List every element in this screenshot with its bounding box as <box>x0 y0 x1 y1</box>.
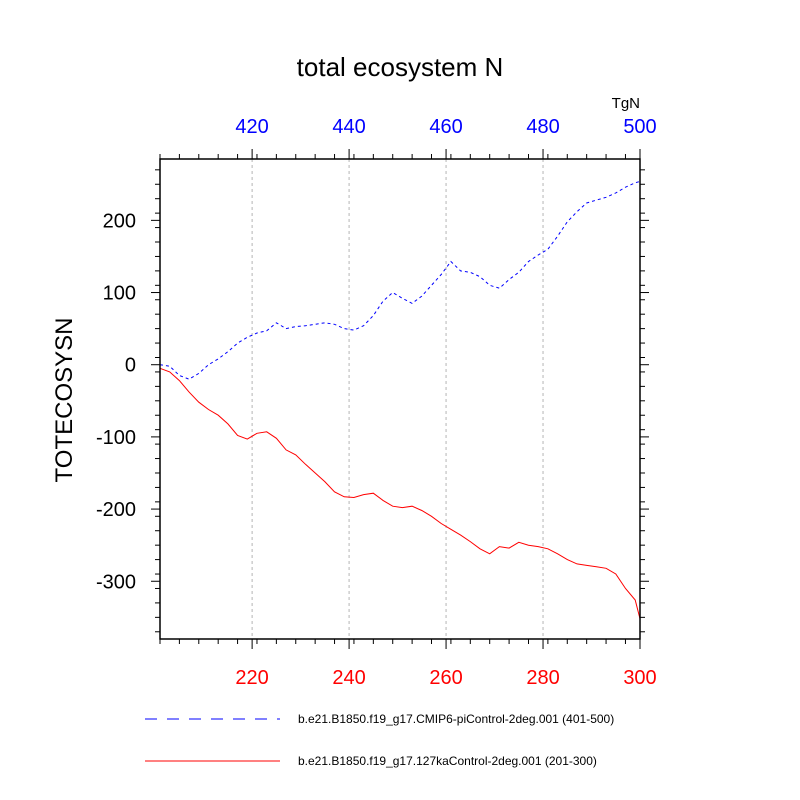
x-bottom-tick-label: 280 <box>526 667 559 689</box>
axis-ticks: 200 100 0 -100 -200 -300 220 240 260 280 300 420 440… <box>96 116 657 689</box>
x-bottom-tick-label: 260 <box>429 667 462 689</box>
y-axis-label: TOTECOSYSN <box>51 318 78 483</box>
y-tick-label: -100 <box>96 427 136 449</box>
x-top-tick-label: 460 <box>429 116 462 138</box>
x-bottom-tick-label: 220 <box>235 667 268 689</box>
x-top-tick-label: 440 <box>332 116 365 138</box>
series-line-1 <box>159 180 641 380</box>
legend-label-2: b.e21.B1850.f19_g17.127kaControl-2deg.00… <box>298 754 597 768</box>
x-bottom-tick-label: 240 <box>332 667 365 689</box>
chart-title: total ecosystem N <box>297 52 504 82</box>
y-tick-label: -300 <box>96 571 136 593</box>
y-tick-label: 200 <box>103 210 136 232</box>
units-label: TgN <box>612 95 640 112</box>
plot-frame <box>159 158 641 640</box>
y-tick-label: -200 <box>96 499 136 521</box>
grid-lines <box>251 159 544 639</box>
series-line-2 <box>159 367 641 619</box>
x-top-tick-label: 480 <box>526 116 559 138</box>
plot-series <box>159 180 641 619</box>
y-tick-label: 100 <box>103 283 136 305</box>
x-bottom-tick-label: 300 <box>623 667 656 689</box>
legend-label-1: b.e21.B1850.f19_g17.CMIP6-piControl-2deg… <box>298 712 614 726</box>
y-tick-label: 0 <box>125 355 136 377</box>
legend: b.e21.B1850.f19_g17.CMIP6-piControl-2deg… <box>145 712 614 768</box>
x-top-tick-label: 500 <box>623 116 656 138</box>
x-top-tick-label: 420 <box>235 116 268 138</box>
